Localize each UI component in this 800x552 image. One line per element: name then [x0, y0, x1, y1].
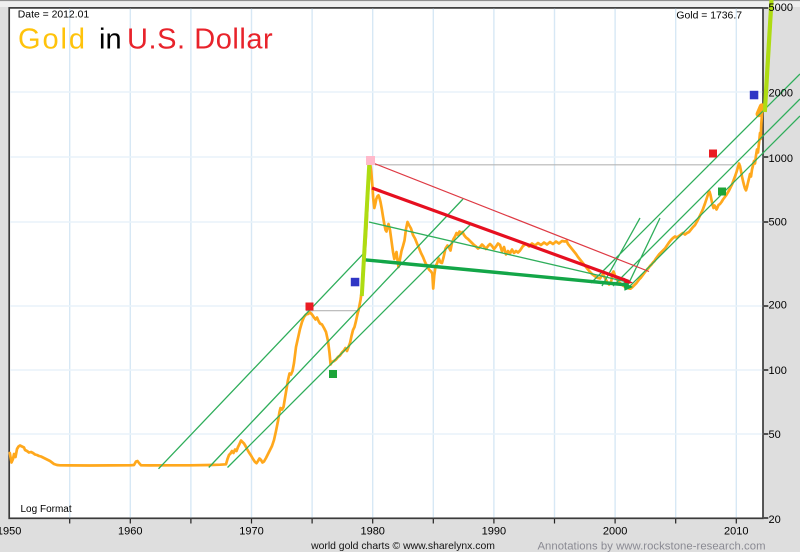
svg-text:5000: 5000	[769, 2, 793, 14]
svg-text:1990: 1990	[482, 525, 506, 537]
svg-text:Log Format: Log Format	[21, 504, 72, 515]
svg-text:100: 100	[769, 365, 787, 377]
svg-text:20: 20	[769, 514, 781, 526]
svg-text:500: 500	[769, 217, 787, 229]
svg-text:2000: 2000	[603, 525, 627, 537]
svg-text:Date = 2012.01: Date = 2012.01	[18, 10, 90, 21]
svg-text:50: 50	[769, 429, 781, 441]
svg-text:1980: 1980	[360, 525, 384, 537]
svg-text:2010: 2010	[724, 525, 748, 537]
svg-text:1000: 1000	[769, 153, 793, 165]
svg-text:2000: 2000	[769, 88, 793, 100]
svg-text:Gold = 1736.7: Gold = 1736.7	[676, 11, 742, 22]
svg-text:1970: 1970	[239, 525, 263, 537]
svg-text:world gold charts © www.sharel: world gold charts © www.sharelynx.com	[310, 541, 495, 552]
svg-text:Gold: Gold	[18, 24, 87, 56]
svg-text:U.S. Dollar: U.S. Dollar	[127, 24, 273, 56]
svg-text:1950: 1950	[0, 525, 21, 537]
svg-text:Annotations by www.rockstone-r: Annotations by www.rockstone-research.co…	[537, 541, 765, 552]
svg-text:200: 200	[769, 300, 787, 312]
svg-text:1960: 1960	[118, 525, 142, 537]
svg-text:in: in	[99, 24, 122, 56]
